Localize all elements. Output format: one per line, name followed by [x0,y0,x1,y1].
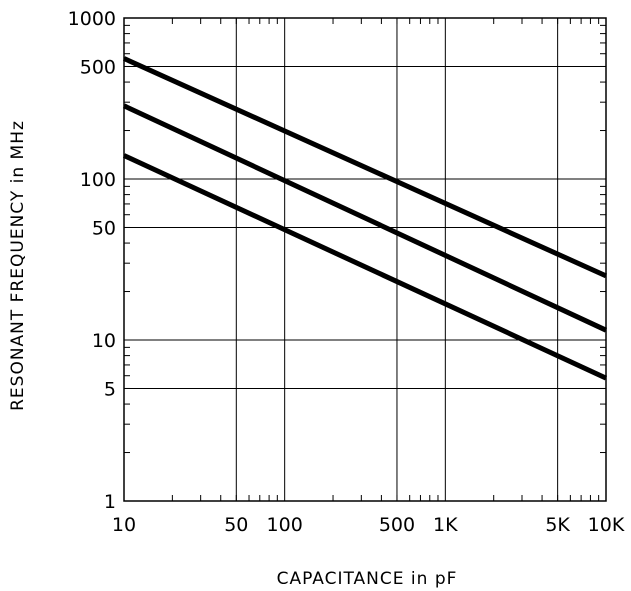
x-tick-label: 50 [224,514,248,536]
y-tick-label: 1000 [68,8,116,30]
y-axis-title: RESONANT FREQUENCY in MHz [8,120,28,411]
x-tick-label: 1K [433,514,458,536]
y-tick-label: 10 [92,330,116,352]
y-tick-labels: 1 5 10 50 100 500 1000 [68,8,116,513]
plot-frame [123,17,607,502]
series-lines [122,56,608,381]
x-tick-label: 100 [267,514,303,536]
x-tick-labels: 10 50 100 500 1K 5K 10K [112,514,625,536]
x-tick-label: 10 [112,514,136,536]
series-line-1 [122,56,608,279]
x-tick-label: 5K [545,514,570,536]
y-tick-label: 50 [92,217,116,239]
y-tick-label: 1 [104,491,116,513]
series-line-3 [122,153,608,381]
series-line-2 [122,103,608,333]
x-axis-title: CAPACITANCE in pF [277,569,458,589]
x-tick-label: 10K [588,514,625,536]
y-tick-label: 5 [104,378,116,400]
x-tick-label: 500 [379,514,415,536]
y-tick-label: 100 [80,169,116,191]
y-tick-label: 500 [80,56,116,78]
